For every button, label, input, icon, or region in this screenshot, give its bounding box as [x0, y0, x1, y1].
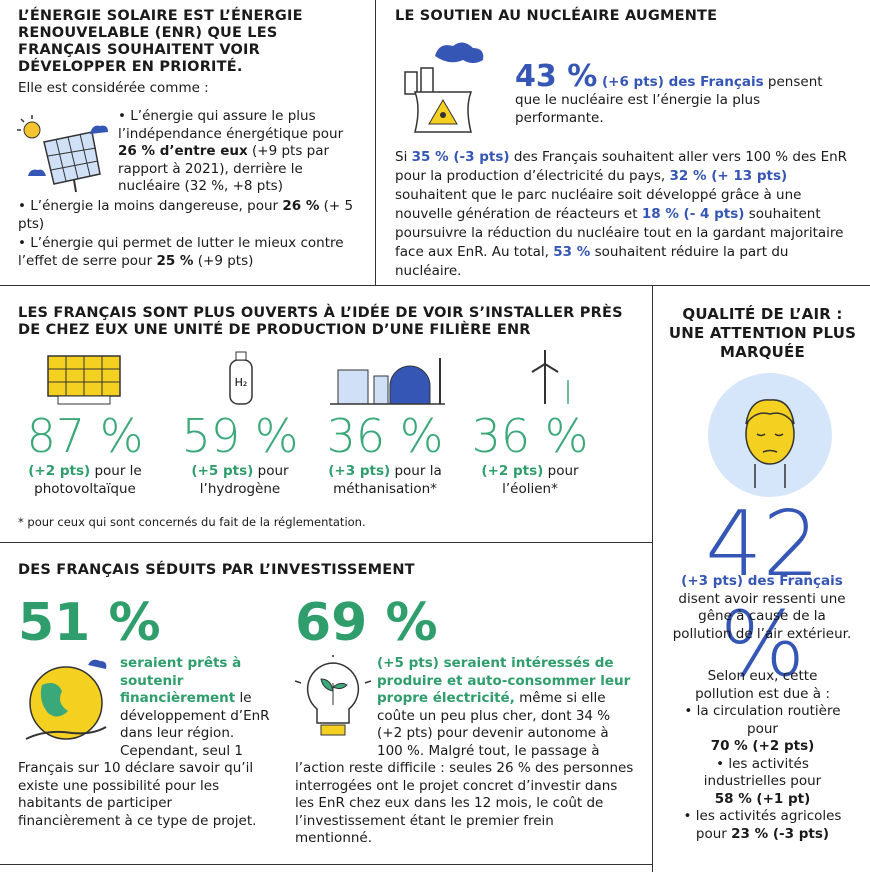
text: (+9 pts par rapport à 2021), derrière le…	[118, 143, 330, 194]
figure: 87 %	[26, 409, 144, 463]
stat: 87 % (+2 pts) pour le photovoltaïque	[5, 410, 165, 498]
text: • les activités agricoles pour	[683, 808, 842, 842]
figure: 70 % (+2 pts)	[710, 738, 815, 754]
figure: 35 % (-3 pts)	[411, 149, 510, 165]
svg-text:H₂: H₂	[235, 376, 248, 389]
section-title: L’ÉNERGIE SOLAIRE EST L’ÉNERGIE RENOUVEL…	[18, 8, 303, 75]
paragraph: (+5 pts) seraient intéressés de produire…	[295, 655, 635, 848]
intro: Elle est considérée comme :	[18, 80, 209, 96]
text: des Français souhaitent aller vers 100 %…	[395, 149, 848, 184]
list-item: • L’énergie la moins dangereuse, pour 26…	[18, 198, 363, 233]
figure: 26 % d’entre eux	[118, 143, 248, 159]
figure: 36 %	[326, 409, 444, 463]
highlight: seraient prêts à soutenir financièrement	[120, 655, 242, 706]
text: • L’énergie qui permet de lutter le mieu…	[18, 235, 344, 269]
text: souhaitent que le parc nucléaire soit dé…	[395, 187, 802, 222]
figure: 51 %	[18, 593, 161, 653]
list: Selon eux, cette pollution est due à : •…	[680, 668, 845, 843]
stat: 36 % (+3 pts) pour la méthanisation*	[305, 410, 465, 498]
divider	[0, 542, 652, 543]
paragraph: seraient prêts à soutenir financièrement…	[18, 655, 270, 830]
icons-row: H₂	[47, 350, 569, 405]
figure: 59 %	[181, 409, 299, 463]
solar-icon	[17, 115, 108, 193]
text: le développement d’EnR dans leur région.…	[18, 690, 270, 829]
text: souhaitent poursuivre la réduction du nu…	[395, 206, 844, 260]
nuclear-icon	[404, 42, 484, 133]
figure: 32 % (+ 13 pts)	[669, 168, 788, 184]
change: (+3 pts) des Français	[681, 573, 843, 589]
change: (+2 pts)	[28, 463, 91, 479]
figure: 58 % (+1 pt)	[714, 790, 811, 807]
section-title: LES FRANÇAIS SONT PLUS OUVERTS À L’IDÉE …	[18, 305, 623, 338]
text: Si	[395, 149, 412, 165]
footnote: * pour ceux qui sont concernés du fait d…	[18, 515, 366, 529]
figure: 23 % (-3 pts)	[731, 825, 830, 842]
list-item: • les activités agricoles pour 23 % (-3 …	[680, 808, 845, 843]
section-title: QUALITÉ DE L’AIR : UNE ATTENTION PLUS MA…	[668, 305, 857, 361]
stat: 36 % (+2 pts) pour l’éolien*	[465, 410, 595, 498]
divider	[0, 864, 652, 865]
figure: 43 %	[515, 59, 598, 94]
figure: 26 %	[282, 198, 320, 214]
text: • la circulation routière pour	[684, 703, 841, 737]
list-item: • L’énergie qui permet de lutter le mieu…	[18, 235, 363, 270]
label: pour l’éolien*	[502, 463, 579, 497]
figure: 18 % (- 4 pts)	[641, 206, 745, 222]
paragraph: Si 35 % (-3 pts) des Français souhaitent…	[395, 148, 857, 281]
highlight: (+5 pts) seraient intéressés de produire…	[377, 655, 631, 706]
list-item: • la circulation routière pour 70 % (+2 p…	[680, 703, 845, 756]
divider	[0, 285, 870, 286]
face-icon	[708, 373, 832, 497]
text: • L’énergie la moins dangereuse, pour	[18, 198, 283, 214]
figure: 36 %	[471, 409, 589, 463]
figure: 69 %	[295, 593, 438, 653]
paragraph: (+3 pts) des Français disent avoir ressen…	[672, 573, 852, 643]
text: même si elle coûte un peu plus cher, don…	[295, 690, 634, 846]
change: (+3 pts)	[328, 463, 391, 479]
label: pour l’hydrogène	[199, 463, 289, 497]
divider	[652, 285, 653, 872]
section-title: DES FRANÇAIS SÉDUITS PAR L’INVESTISSEMEN…	[18, 562, 415, 578]
text: disent avoir ressenti une gêne à cause d…	[672, 590, 852, 642]
change: (+5 pts)	[191, 463, 254, 479]
figure: 25 %	[156, 252, 194, 269]
change: (+2 pts)	[481, 463, 544, 479]
label: pour la méthanisation*	[333, 463, 442, 497]
text: • L’énergie qui assure le plus l’indépen…	[118, 108, 344, 142]
text: pensent que le nucléaire est l’énergie l…	[515, 74, 823, 126]
section-title: LE SOUTIEN AU NUCLÉAIRE AUGMENTE	[395, 8, 718, 24]
change: (+6 pts) des Français	[597, 74, 764, 90]
list-item: • les activités industrielles pour 58 % (…	[680, 756, 845, 809]
stat: 59 % (+5 pts) pour l’hydrogène	[160, 410, 320, 498]
lead: 43 % (+6 pts) des Français pensent que l…	[515, 62, 835, 127]
text: • les activités industrielles pour	[703, 755, 822, 790]
text: (+9 pts)	[193, 252, 254, 269]
figure: 53 %	[553, 244, 591, 260]
text: souhaitent réduire la part du nucléaire.	[395, 244, 789, 279]
figure: 42 %	[705, 492, 820, 697]
label: pour le photovoltaïque	[34, 463, 142, 497]
globe-icon	[25, 659, 107, 740]
list-item: • L’énergie qui assure le plus l’indépen…	[118, 108, 358, 196]
text: (+ 5 pts)	[18, 198, 354, 232]
intro: Selon eux, cette pollution est due à :	[695, 668, 830, 702]
bulb-icon	[295, 655, 371, 736]
divider	[375, 0, 376, 285]
